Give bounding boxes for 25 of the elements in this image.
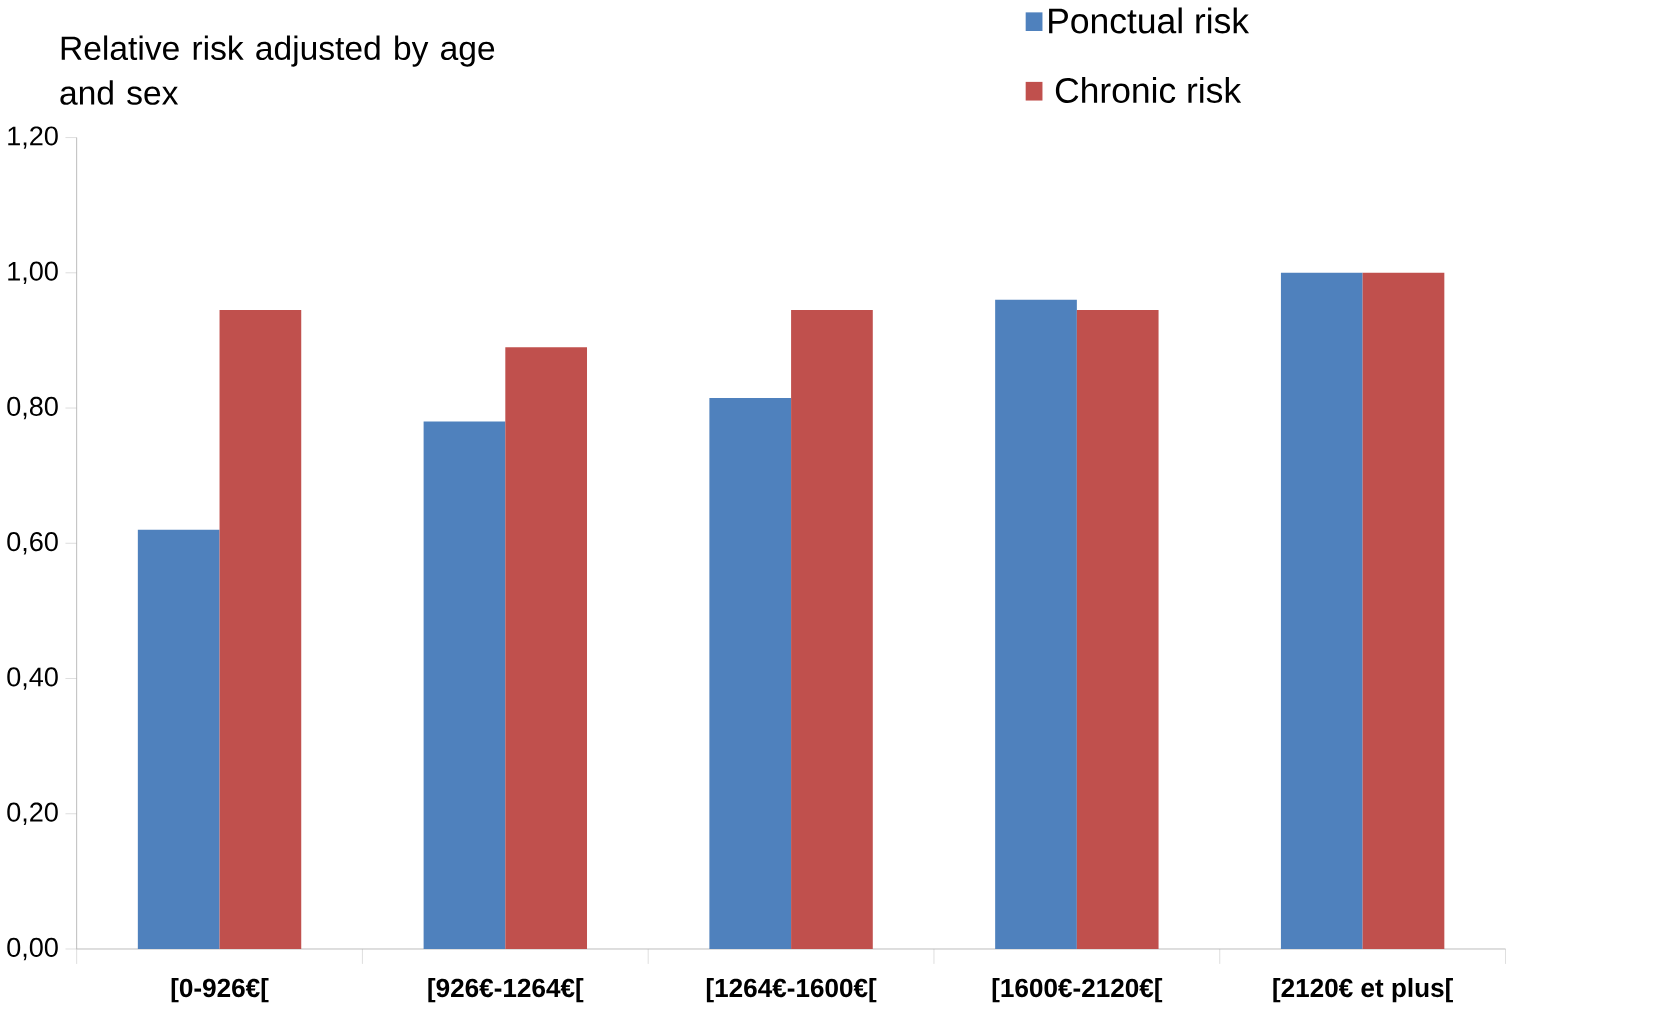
y-tick-label: 0,20 (7, 802, 58, 825)
x-tick-label: [0-926€[ (171, 977, 269, 1003)
bar (995, 299, 1077, 949)
y-tick-label: 1,00 (8, 261, 58, 284)
x-tick-label: [1600€-2120€[ (992, 977, 1163, 1003)
bar (791, 309, 873, 949)
bar (137, 529, 220, 949)
y-tick-label: 0,40 (7, 667, 58, 690)
x-tick-label: [1264€-1600€[ (706, 977, 877, 1003)
y-tick-label: 1,20 (8, 126, 58, 149)
bar (423, 421, 506, 949)
bar (505, 347, 588, 949)
y-axis-title: Relative risk adjusted by age and sex (60, 35, 495, 105)
legend-label: Ponctual risk (1049, 7, 1250, 34)
x-tick-label: [2120€ et plus[ (1273, 977, 1453, 1003)
y-tick-label: 0,60 (7, 531, 58, 555)
bar (709, 397, 792, 949)
bar (219, 309, 302, 949)
y-tick-label: 0,00 (7, 937, 58, 961)
bar (1280, 272, 1363, 949)
bar (1362, 272, 1445, 949)
legend-label: Chronic risk (1055, 76, 1242, 103)
x-tick-label: [926€-1264€[ (428, 977, 584, 1003)
bar (1076, 309, 1159, 949)
y-tick-label: 0,80 (7, 396, 58, 420)
